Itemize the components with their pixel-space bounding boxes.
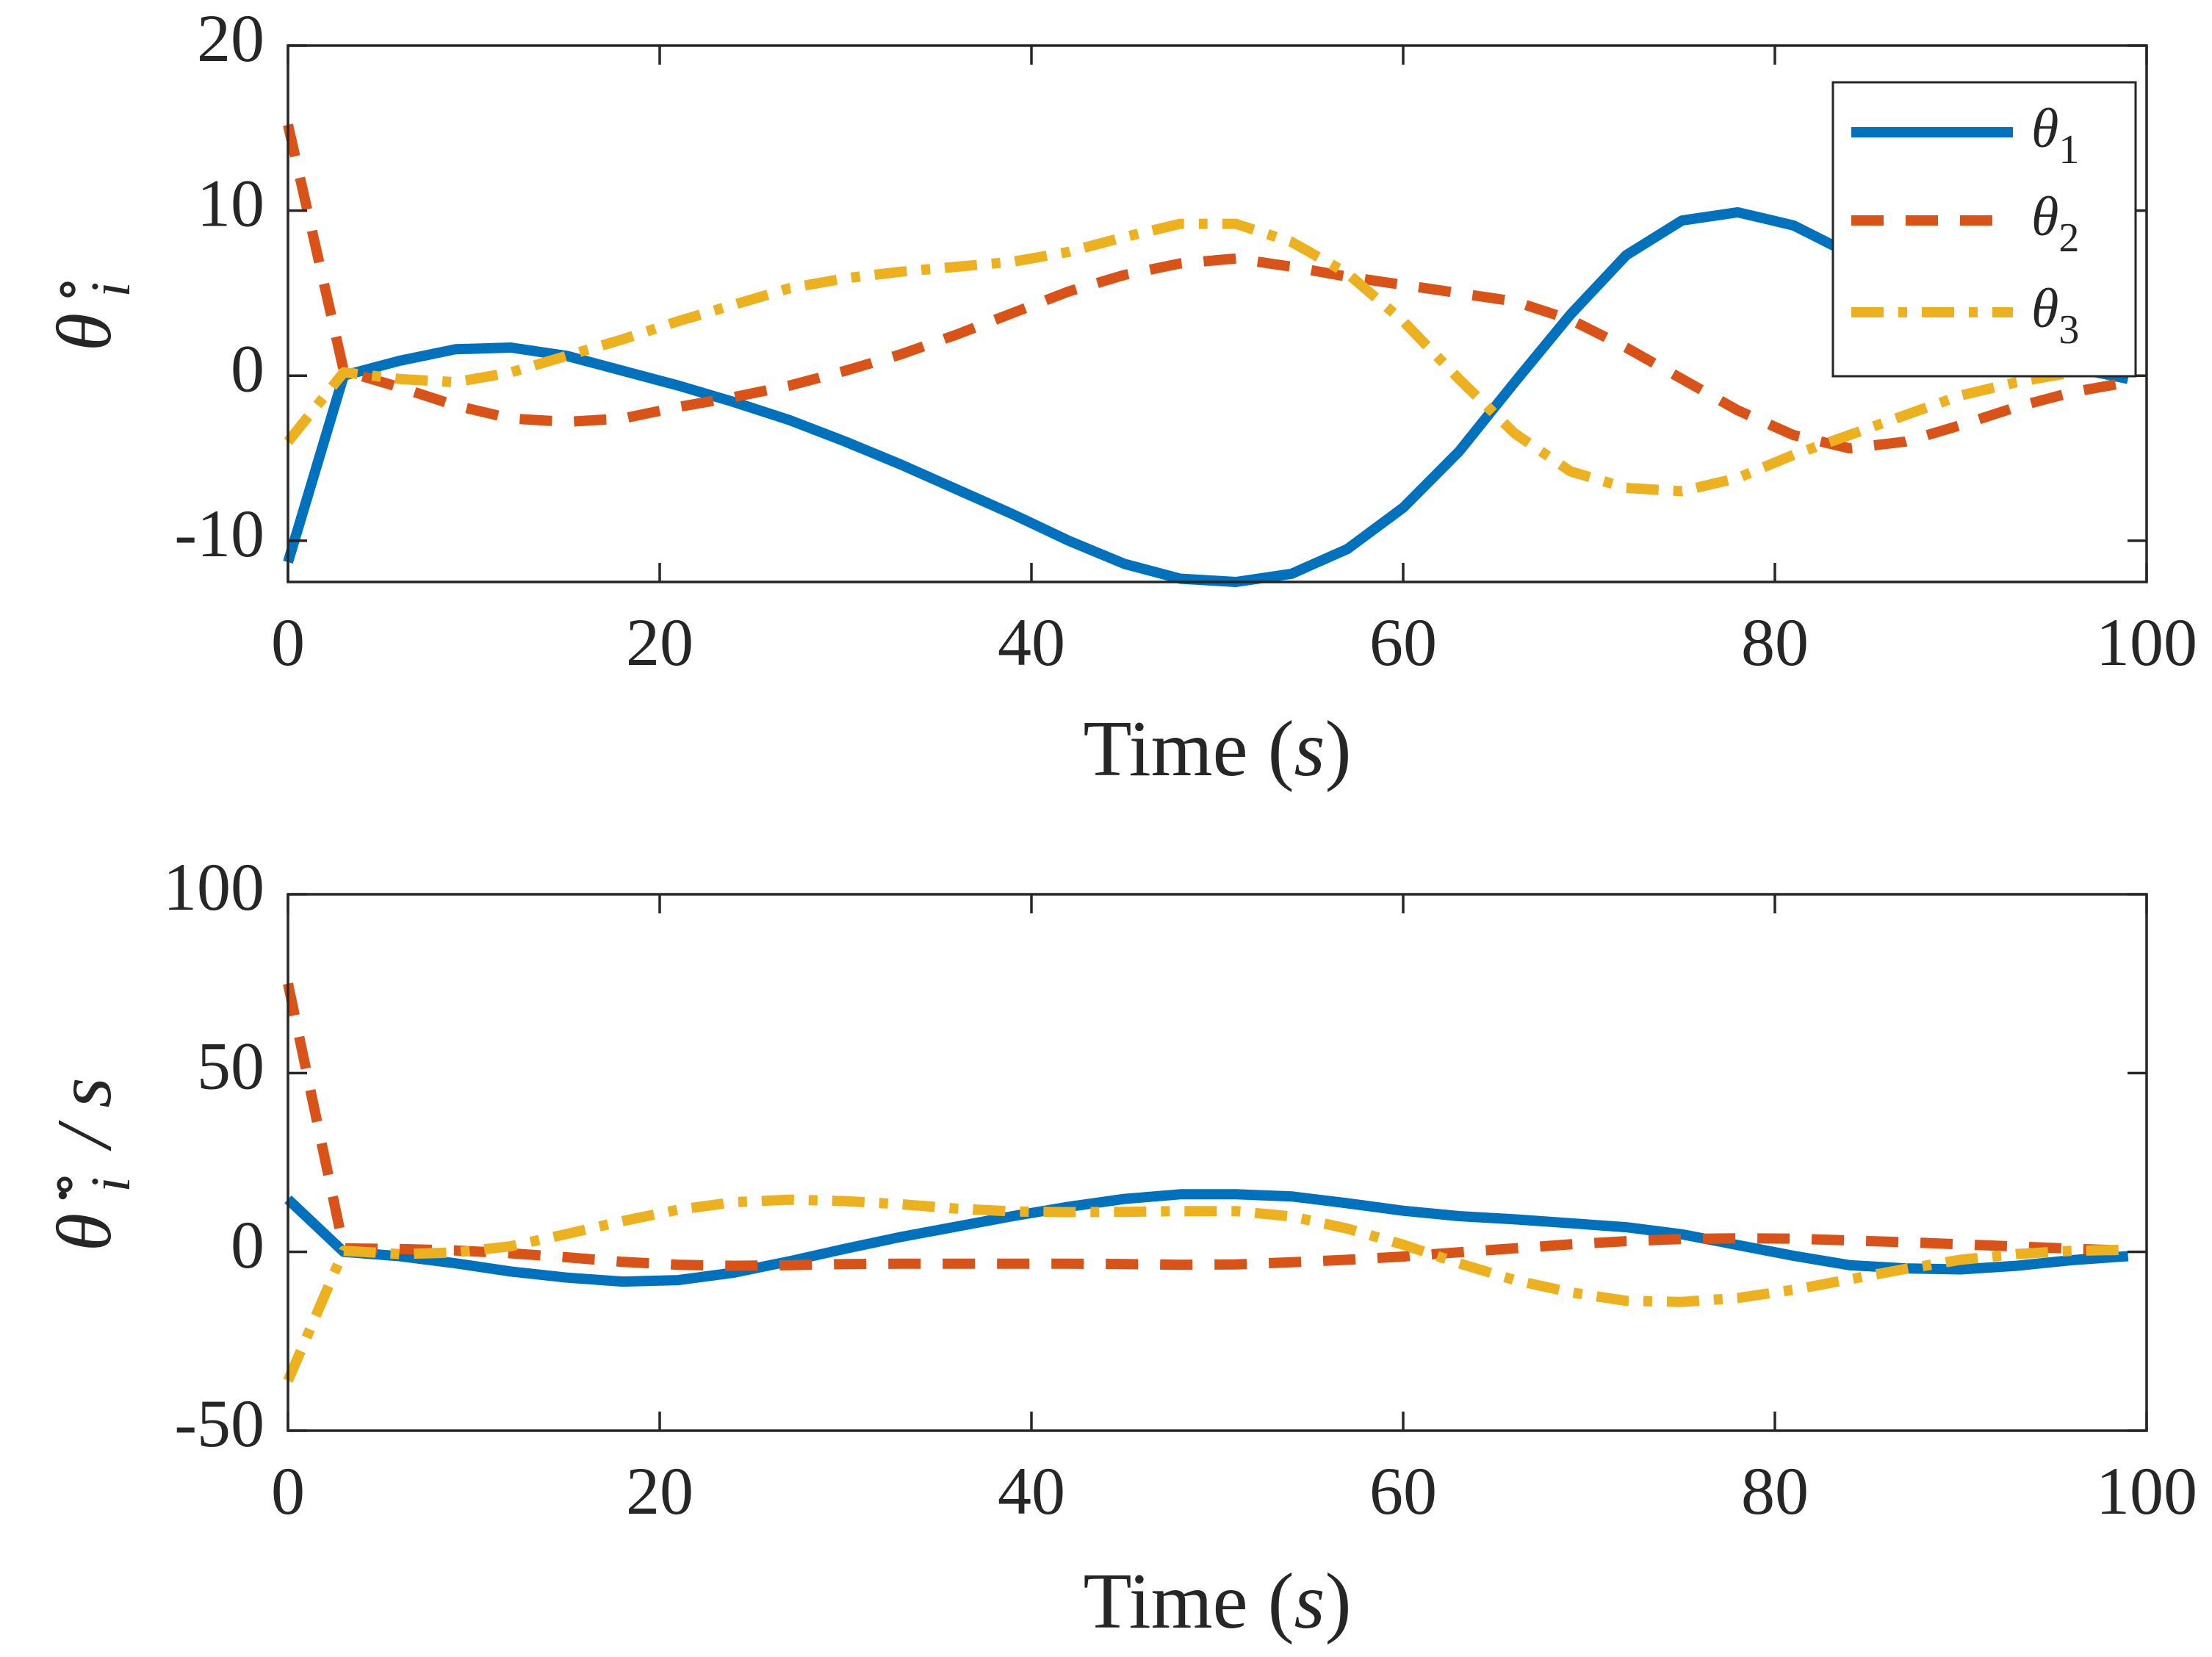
bottom-y-tick-label: 0 [231,1207,264,1282]
bottom-y-tick-label: 100 [163,849,264,924]
bottom-series-line-2 [283,982,2128,1271]
bottom-series-line-1 [284,1189,2129,1287]
svg-text:∘: ∘ [36,276,98,303]
bottom-axis-ticks [287,893,2148,1432]
svg-text:θ̇: θ̇ [41,1190,127,1251]
bottom-series-line-3 [283,1194,2128,1383]
top-x-tick-label: 20 [626,605,693,680]
bottom-plot-background [288,894,2147,1431]
bottom-y-tick-labels: -50 0 50 100 [163,849,264,1461]
legend-label-theta2: θ2 [2031,186,2079,261]
bottom-x-tick-label: 0 [271,1453,305,1528]
bottom-series-group [283,982,2129,1383]
svg-text:θ: θ [41,313,127,351]
svg-text:s: s [41,1077,127,1107]
bottom-x-tick-label: 60 [1369,1453,1437,1528]
bottom-y-tick-label: -50 [174,1386,264,1461]
svg-text:/: / [41,1120,127,1151]
top-y-tick-label: 20 [197,1,264,76]
top-y-tick-label: -10 [174,496,264,571]
top-series-line-1 [283,206,2130,587]
legend-label-theta1: θ1 [2031,98,2079,173]
bottom-plot-frame [287,893,2148,1432]
bottom-x-tick-label: 100 [2096,1453,2197,1528]
top-x-tick-label: 40 [998,605,1065,680]
top-series-line-2 [283,123,2129,454]
top-x-tick-labels: 0 20 40 60 80 100 [271,605,2197,680]
top-plot-frame [287,44,2148,583]
legend-label-theta3: θ3 [2031,278,2079,353]
bottom-x-tick-label: 40 [998,1453,1065,1528]
top-y-tick-label: 10 [197,166,264,241]
top-series-group [283,123,2130,587]
bottom-chart: -50 0 50 100 0 20 40 60 80 100 Time (s) … [33,849,2197,1645]
top-y-tick-label: 0 [231,331,264,406]
top-x-axis-label: Time (s) [1083,705,1351,793]
legend: θ1 θ2 θ3 [1831,81,2137,378]
bottom-x-axis-label: Time (s) [1083,1558,1351,1645]
bottom-x-tick-labels: 0 20 40 60 80 100 [271,1453,2197,1528]
top-axis-ticks [287,44,2148,582]
top-x-tick-label: 80 [1741,605,1809,680]
top-x-tick-label: 60 [1369,605,1437,680]
svg-text:i: i [80,1176,142,1192]
bottom-y-axis-label: θ̇ ∘ i / s [33,1077,142,1251]
top-chart: -10 0 10 20 0 20 40 60 80 100 Time (s) θ… [36,1,2197,793]
top-y-axis-label: θ ∘ i [36,276,142,351]
svg-text:i: i [80,281,142,297]
legend-box [1831,81,2137,378]
bottom-y-tick-label: 50 [197,1028,264,1103]
bottom-x-tick-label: 80 [1741,1453,1809,1528]
svg-text:∘: ∘ [33,1171,95,1198]
top-y-tick-labels: -10 0 10 20 [174,1,264,571]
top-x-tick-label: 100 [2096,605,2197,680]
top-x-tick-label: 0 [271,605,305,680]
bottom-x-tick-label: 20 [626,1453,693,1528]
